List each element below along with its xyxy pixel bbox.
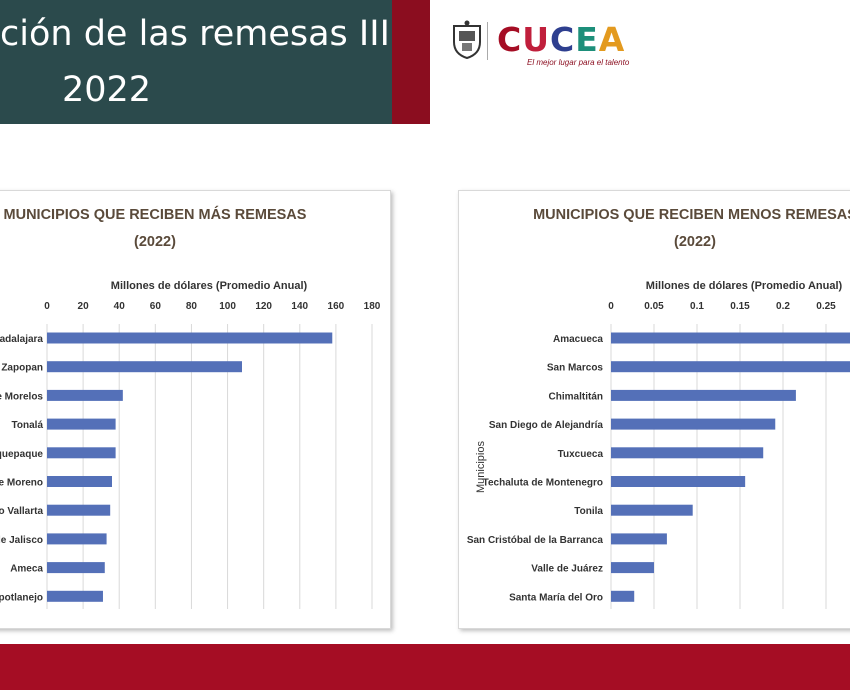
category-label: e Morelos (0, 391, 43, 402)
x-tick-label: 180 (364, 301, 381, 312)
category-label: Amacueca (553, 334, 603, 345)
bar (611, 389, 796, 401)
category-label: de Jalisco (0, 535, 43, 546)
category-label: potlanejo (0, 592, 43, 603)
logo-wordmark: CUCEA (497, 20, 625, 59)
logo-tagline: El mejor lugar para el talento (527, 58, 630, 67)
y-axis-label: Municipios (475, 441, 487, 493)
category-label: Techaluta de Montenegro (483, 478, 603, 489)
logo-letter: A (598, 20, 626, 59)
category-label: adalajara (0, 334, 43, 345)
bar (611, 504, 693, 516)
logo-letter: U (522, 20, 551, 59)
bar (47, 447, 116, 459)
category-label: Tonalá (12, 420, 44, 431)
x-tick-label: 100 (219, 301, 236, 312)
category-label: Ameca (10, 564, 43, 575)
logo-separator (487, 22, 488, 60)
x-axis-label: Millones de dólares (Promedio Anual) (111, 280, 308, 292)
x-tick-label: 0.05 (644, 301, 664, 312)
category-label: o Vallarta (0, 506, 43, 517)
cucea-logo: CUCEA El mejor lugar para el talento (450, 18, 650, 70)
x-tick-label: 40 (114, 301, 126, 312)
category-label: Tuxcueca (558, 449, 604, 460)
logo-letter: C (550, 20, 576, 59)
bar (611, 361, 850, 373)
bar (611, 332, 850, 344)
x-tick-label: 0.15 (730, 301, 750, 312)
bar (47, 361, 242, 373)
bar (47, 332, 333, 344)
category-label: Chimaltitán (549, 391, 603, 402)
category-label: San Diego de Alejandría (489, 420, 604, 431)
bar (47, 389, 123, 401)
university-seal-icon (453, 20, 481, 60)
bar (611, 562, 654, 574)
chart-title: MUNICIPIOS QUE RECIBEN MENOS REMESAS (533, 207, 850, 223)
bar-chart-most-remittances: MUNICIPIOS QUE RECIBEN MÁS REMESAS (2022)… (0, 206, 381, 609)
category-label: quepaque (0, 449, 43, 460)
x-tick-label: 60 (150, 301, 162, 312)
category-label: Valle de Juárez (531, 564, 603, 575)
x-tick-label: 120 (255, 301, 272, 312)
chart-panel-least-remittances: MUNICIPIOS QUE RECIBEN MENOS REMESAS (202… (458, 190, 850, 629)
chart-subtitle: (2022) (134, 234, 176, 250)
x-tick-label: 140 (291, 301, 308, 312)
category-label: Zapopan (1, 363, 43, 374)
slide-title-line1: ción de las remesas III: (0, 14, 392, 54)
chart-subtitle: (2022) (674, 234, 716, 250)
logo-letter: E (575, 20, 599, 59)
bar (47, 418, 116, 430)
x-tick-label: 0.2 (776, 301, 790, 312)
x-tick-label: 160 (328, 301, 345, 312)
bar (611, 418, 776, 430)
title-band: ción de las remesas III: 2022 (0, 0, 392, 124)
x-axis-label: Millones de dólares (Promedio Anual) (646, 280, 843, 292)
x-tick-label: 0 (608, 301, 614, 312)
bottom-band (0, 644, 850, 690)
chart-panel-most-remittances: MUNICIPIOS QUE RECIBEN MÁS REMESAS (2022)… (0, 190, 391, 629)
chart-title: MUNICIPIOS QUE RECIBEN MÁS REMESAS (4, 206, 307, 223)
x-tick-label: 80 (186, 301, 198, 312)
x-tick-label: 0 (44, 301, 50, 312)
bar (611, 590, 635, 602)
bar-chart-least-remittances: MUNICIPIOS QUE RECIBEN MENOS REMESAS (202… (467, 207, 850, 609)
category-label: e Moreno (0, 478, 43, 489)
category-label: Santa María del Oro (509, 592, 603, 603)
category-label: San Marcos (547, 363, 604, 374)
x-tick-label: 20 (78, 301, 90, 312)
bar (47, 590, 103, 602)
bar (47, 504, 111, 516)
bar (47, 562, 105, 574)
title-accent-bar (392, 0, 430, 124)
bar (47, 533, 107, 545)
x-tick-label: 0.25 (816, 301, 836, 312)
bar (611, 533, 667, 545)
x-tick-label: 0.1 (690, 301, 704, 312)
bar (47, 476, 112, 487)
category-label: Tonila (574, 506, 603, 517)
category-label: San Cristóbal de la Barranca (467, 535, 604, 546)
logo-letter: C (497, 20, 523, 59)
slide-title-line2: 2022 (62, 70, 152, 110)
bar (611, 447, 764, 459)
bar (611, 476, 746, 487)
